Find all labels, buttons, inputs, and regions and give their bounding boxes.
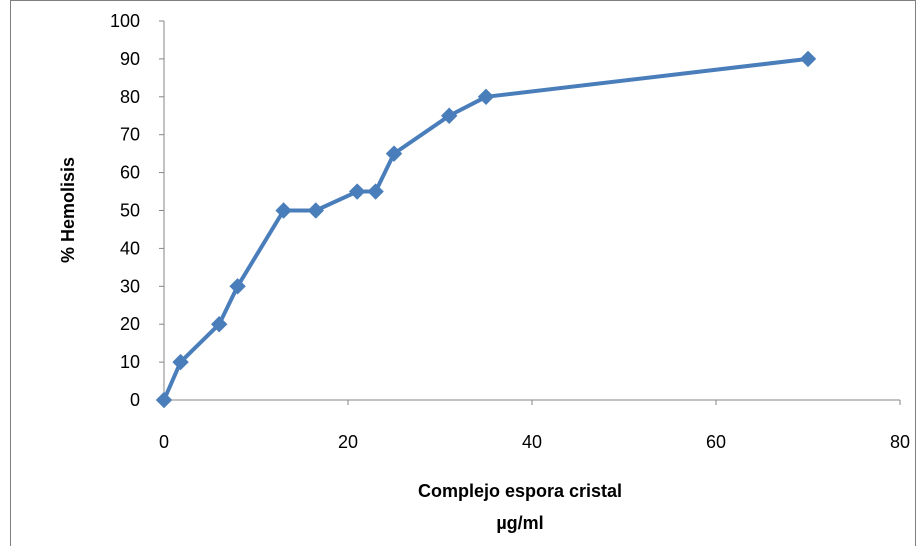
x-tick-label: 20 [338, 432, 358, 452]
y-tick-label: 10 [120, 352, 140, 372]
y-tick-label: 40 [120, 238, 140, 258]
data-point-marker [155, 391, 173, 409]
y-tick-label: 50 [120, 201, 140, 221]
data-point-marker [307, 202, 325, 219]
y-tick-label: 60 [120, 163, 140, 183]
data-point-marker [367, 183, 384, 200]
data-point-marker [440, 107, 458, 124]
y-tick-label: 90 [120, 49, 140, 69]
x-tick-label: 40 [522, 432, 542, 452]
y-tick-label: 80 [120, 87, 140, 107]
data-point-marker [348, 183, 366, 200]
y-tick-label: 20 [120, 314, 140, 334]
x-axis-title: Complejo espora cristal [418, 481, 622, 501]
y-tick-label: 30 [120, 276, 140, 296]
data-point-marker [477, 88, 495, 106]
data-point-marker [275, 202, 292, 219]
data-point-marker [172, 353, 189, 371]
series-line [162, 56, 809, 401]
y-tick-label: 0 [130, 390, 140, 410]
data-point-marker [385, 145, 403, 162]
data-point-marker [210, 315, 228, 333]
y-tick-label: 100 [110, 11, 140, 31]
data-point-marker [799, 50, 817, 68]
series-layer [155, 50, 817, 409]
x-tick-label: 0 [159, 432, 169, 452]
x-axis-unit: µg/ml [496, 513, 543, 533]
y-axis-title: % Hemolisis [58, 157, 78, 263]
x-tick-label: 80 [890, 432, 910, 452]
y-tick-label: 70 [120, 125, 140, 145]
x-tick-label: 60 [706, 432, 726, 452]
chart-border [10, 0, 916, 546]
data-point-marker [229, 278, 246, 295]
axes-layer: 0 10 20 30 40 50 60 70 80 90 100 0 20 40 60 80 [110, 11, 910, 452]
